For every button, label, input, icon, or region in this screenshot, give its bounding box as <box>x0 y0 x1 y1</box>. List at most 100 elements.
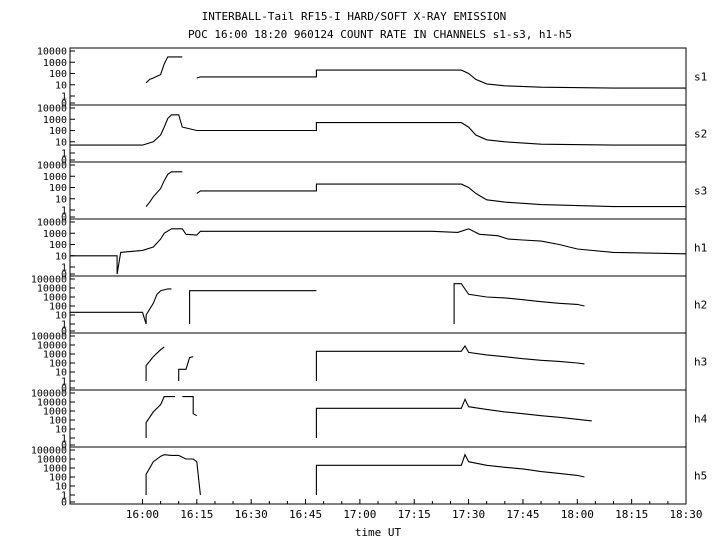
y-tick-label: 10 <box>55 368 67 379</box>
y-tick-label: 100 <box>49 359 67 370</box>
y-tick-label: 100 <box>49 416 67 427</box>
y-tick-label: 10000 <box>37 47 67 58</box>
panel-label: h1 <box>694 242 707 255</box>
x-tick-label: 16:45 <box>289 508 322 521</box>
y-tick-label: 0 <box>61 270 67 281</box>
x-tick-label: 18:15 <box>615 508 648 521</box>
panel-frame <box>69 275 687 334</box>
y-tick-label: 1 <box>61 206 67 217</box>
y-tick-label: 0 <box>61 384 67 395</box>
x-tick-label: 17:30 <box>452 508 485 521</box>
chart-title: INTERBALL-Tail RF15-I HARD/SOFT X-RAY EM… <box>202 10 507 23</box>
x-tick-label: 18:30 <box>669 508 702 521</box>
x-tick-label: 17:00 <box>343 508 376 521</box>
panel-frame <box>69 47 687 106</box>
series-line-h5 <box>145 453 585 496</box>
y-tick-label: 10000 <box>37 104 67 115</box>
chart-subtitle: POC 16:00 18:20 960124 COUNT RATE IN CHA… <box>188 28 572 41</box>
panel-frame <box>69 389 687 448</box>
y-tick-label: 100 <box>49 183 67 194</box>
y-tick-label: 10000 <box>37 398 67 409</box>
y-tick-label: 10 <box>55 80 67 91</box>
x-tick-label: 17:15 <box>398 508 431 521</box>
y-tick-label: 100 <box>49 126 67 137</box>
panel-frame <box>69 104 687 163</box>
y-tick-label: 100 <box>49 302 67 313</box>
x-tick-label: 16:00 <box>126 508 159 521</box>
y-tick-label: 1 <box>61 320 67 331</box>
x-tick-label: 16:30 <box>235 508 268 521</box>
y-tick-label: 1000 <box>43 58 67 69</box>
panel-label: h2 <box>694 299 707 312</box>
y-tick-label: 100 <box>49 69 67 80</box>
y-tick-label: 0 <box>61 213 67 224</box>
series-line-h4 <box>145 396 592 438</box>
x-tick-label: 18:00 <box>561 508 594 521</box>
y-tick-label: 1000 <box>43 350 67 361</box>
y-tick-label: 10 <box>55 194 67 205</box>
y-tick-label: 10 <box>55 482 67 493</box>
y-tick-label: 1000 <box>43 172 67 183</box>
y-tick-label: 10 <box>55 251 67 262</box>
y-tick-label: 10 <box>55 311 67 322</box>
series-line-h1 <box>70 228 687 275</box>
panel-label: s1 <box>694 71 707 84</box>
panel-frame <box>69 218 687 277</box>
series-line-s2 <box>70 114 686 146</box>
panel-label: h4 <box>694 413 708 426</box>
y-tick-label: 1 <box>61 491 67 502</box>
x-axis: 16:00 16:15 16:30 16:45 17:00 17:15 17:30 17:45… <box>126 499 703 521</box>
y-tick-label: 10000 <box>37 284 67 295</box>
y-tick-label: 10000 <box>37 455 67 466</box>
y-tick-label: 10000 <box>37 341 67 352</box>
chart-panels: 1000010001001010s11000010001001010s21000… <box>31 47 708 509</box>
y-tick-label: 1000 <box>43 115 67 126</box>
series-line-s3 <box>145 171 686 208</box>
y-tick-label: 0 <box>61 327 67 338</box>
y-tick-label: 100000 <box>31 389 67 400</box>
y-tick-label: 0 <box>61 441 67 452</box>
panel-frame <box>69 161 687 220</box>
panel-label: s2 <box>694 128 707 141</box>
panel-label: h5 <box>694 470 707 483</box>
series-line-s1 <box>145 56 686 89</box>
y-tick-label: 1 <box>61 149 67 160</box>
y-tick-label: 0 <box>61 498 67 509</box>
x-tick-label: 17:45 <box>506 508 539 521</box>
y-tick-label: 1 <box>61 92 67 103</box>
y-tick-label: 10000 <box>37 218 67 229</box>
y-tick-label: 1000 <box>43 229 67 240</box>
y-tick-label: 10 <box>55 425 67 436</box>
y-tick-label: 0 <box>61 99 67 110</box>
series-line-h2 <box>70 283 585 325</box>
y-tick-label: 100 <box>49 240 67 251</box>
y-tick-label: 1 <box>61 263 67 274</box>
y-tick-label: 100000 <box>31 332 67 343</box>
y-tick-label: 10 <box>55 137 67 148</box>
y-tick-label: 100000 <box>31 446 67 457</box>
panel-label: h3 <box>694 356 707 369</box>
y-tick-label: 1000 <box>43 464 67 475</box>
y-tick-label: 100000 <box>31 275 67 286</box>
y-tick-label: 10000 <box>37 161 67 172</box>
series-line-h3 <box>145 344 585 381</box>
x-tick-label: 16:15 <box>180 508 213 521</box>
y-tick-label: 1 <box>61 434 67 445</box>
y-tick-label: 1000 <box>43 407 67 418</box>
panel-frame <box>69 332 687 391</box>
panel-label: s3 <box>694 185 707 198</box>
x-axis-label: time UT <box>355 526 402 539</box>
y-tick-label: 1 <box>61 377 67 388</box>
y-tick-label: 1000 <box>43 293 67 304</box>
y-tick-label: 100 <box>49 473 67 484</box>
y-tick-label: 0 <box>61 156 67 167</box>
